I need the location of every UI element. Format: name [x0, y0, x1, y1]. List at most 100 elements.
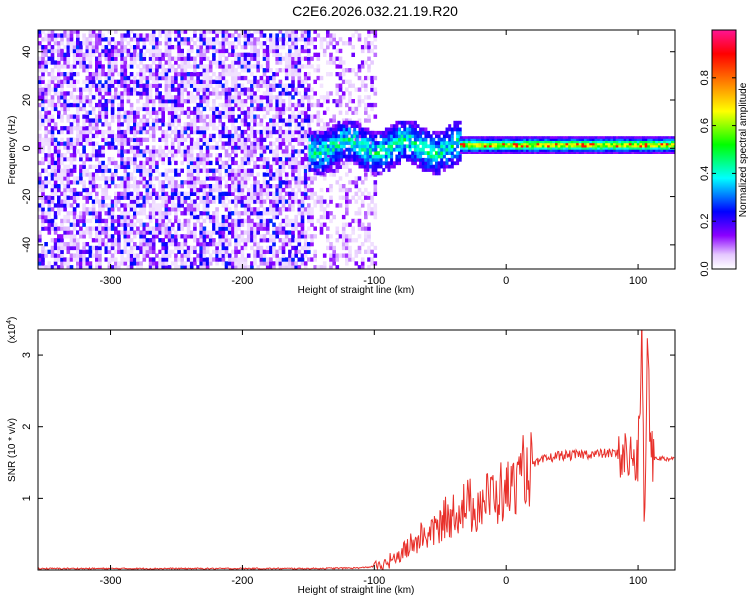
spectrogram-cell	[265, 91, 270, 96]
spectrogram-cell	[294, 102, 298, 108]
spectrogram-cell	[114, 64, 118, 69]
spectrogram-cell	[139, 137, 143, 142]
spectrogram-cell	[281, 238, 286, 243]
spectrogram-cell	[50, 68, 55, 73]
spectrogram-cell	[47, 164, 52, 169]
spectrogram-cell	[432, 171, 436, 176]
spectrogram-cell	[148, 214, 153, 220]
spectrogram-cell	[311, 147, 314, 152]
spectrogram-cell	[240, 261, 245, 266]
spectrogram-cell	[265, 238, 270, 243]
spectrogram-cell	[307, 118, 311, 123]
spectrogram-cell	[316, 75, 321, 81]
spectrogram-cell	[174, 106, 178, 112]
spectrogram-cell	[167, 79, 172, 84]
spectrogram-cell	[202, 133, 207, 139]
spectrogram-cell	[212, 172, 216, 177]
spectrogram-cell	[265, 218, 270, 224]
spectrogram-cell	[351, 195, 355, 200]
spectrogram-cell	[281, 230, 286, 235]
spectrogram-cell	[456, 124, 460, 128]
spectrogram-cell	[237, 226, 241, 231]
spectrogram-cell	[88, 33, 93, 38]
spectrogram-cell	[342, 124, 346, 128]
spectrogram-cell	[123, 141, 128, 146]
spectrogram-cell	[390, 154, 394, 159]
spectrogram-cell	[139, 91, 143, 96]
spectrogram-cell	[326, 99, 330, 104]
spectrogram-cell	[164, 153, 169, 158]
spectrogram-cell	[158, 184, 162, 189]
spectrogram-cell	[313, 30, 317, 34]
spectrogram-cell	[237, 114, 241, 119]
spectrogram-cell	[435, 130, 438, 135]
spectrogram-cell	[57, 226, 61, 231]
spectrogram-cell	[72, 226, 77, 231]
spectrogram-cell	[237, 33, 241, 38]
spectrogram-cell	[82, 95, 86, 100]
spectrogram-cell	[392, 161, 396, 166]
spectrogram-cell	[167, 176, 172, 181]
spectrogram-cell	[227, 242, 232, 247]
spectrogram-cell	[129, 218, 134, 224]
spectrogram-cell	[136, 52, 140, 57]
spectrogram-cell	[256, 56, 260, 61]
spectrogram-cell	[364, 60, 368, 65]
spectrogram-cell	[376, 144, 380, 149]
spectrogram-cell	[218, 75, 222, 81]
spectrogram-cell	[291, 234, 295, 239]
spectrogram-cell	[227, 114, 232, 119]
spectrogram-cell	[69, 79, 74, 84]
spectrogram-cell	[50, 168, 55, 173]
spectrogram-cell	[316, 151, 320, 155]
spectrogram-cell	[243, 52, 248, 57]
spectrogram-cell	[161, 95, 165, 100]
spectrogram-cell	[421, 157, 425, 162]
spectrogram-cell	[205, 261, 210, 266]
spectrogram-cell	[50, 207, 55, 212]
spectrogram-cell	[224, 37, 229, 42]
spectrogram-cell	[158, 126, 162, 131]
spectrogram-cell	[215, 79, 219, 84]
spectrogram-cell	[259, 99, 264, 104]
spectrogram-cell	[421, 130, 425, 135]
spectrogram-cell	[199, 214, 203, 220]
spectrogram-cell	[316, 164, 320, 169]
spectrogram-cell	[158, 226, 162, 231]
spectrogram-cell	[345, 41, 349, 46]
spectrogram-cell	[53, 102, 58, 108]
spectrogram-cell	[170, 87, 175, 92]
spectrogram-cell	[76, 56, 80, 61]
spectrogram-cell	[432, 154, 436, 159]
spectrogram-cell	[373, 45, 378, 50]
spectrogram-cell	[189, 184, 194, 189]
spectrogram-cell	[311, 137, 314, 142]
spectrogram-cell	[170, 137, 175, 142]
spectrogram-cell	[79, 126, 83, 131]
spectrogram-cell	[278, 249, 283, 254]
spectrogram-cell	[432, 144, 436, 149]
spectrogram-cell	[167, 207, 172, 212]
spectrogram-cell	[76, 87, 80, 92]
spectrogram-cell	[382, 161, 386, 166]
spectrogram-cell	[250, 261, 254, 266]
spectrogram-cell	[237, 222, 241, 227]
spectrogram-cell	[79, 87, 83, 92]
spectrogram-cell	[120, 68, 124, 73]
spectrogram-cell	[281, 242, 286, 247]
spectrogram-cell	[167, 56, 172, 61]
spectrogram-cell	[142, 41, 147, 46]
spectrogram-cell	[189, 145, 194, 150]
spectrogram-cell	[338, 72, 343, 77]
spectrogram-cell	[212, 56, 216, 61]
spectrogram-cell	[442, 168, 446, 172]
spectrogram-cell	[44, 141, 48, 146]
spectrogram-cell	[101, 87, 105, 92]
spectrogram-cell	[129, 145, 134, 150]
spectrogram-cell	[183, 218, 188, 224]
spectrogram-cell	[114, 56, 118, 61]
spectrogram-cell	[442, 130, 446, 135]
spectrogram-cell	[329, 154, 333, 159]
spectrogram-cell	[291, 72, 295, 77]
spectrogram-cell	[142, 253, 147, 258]
